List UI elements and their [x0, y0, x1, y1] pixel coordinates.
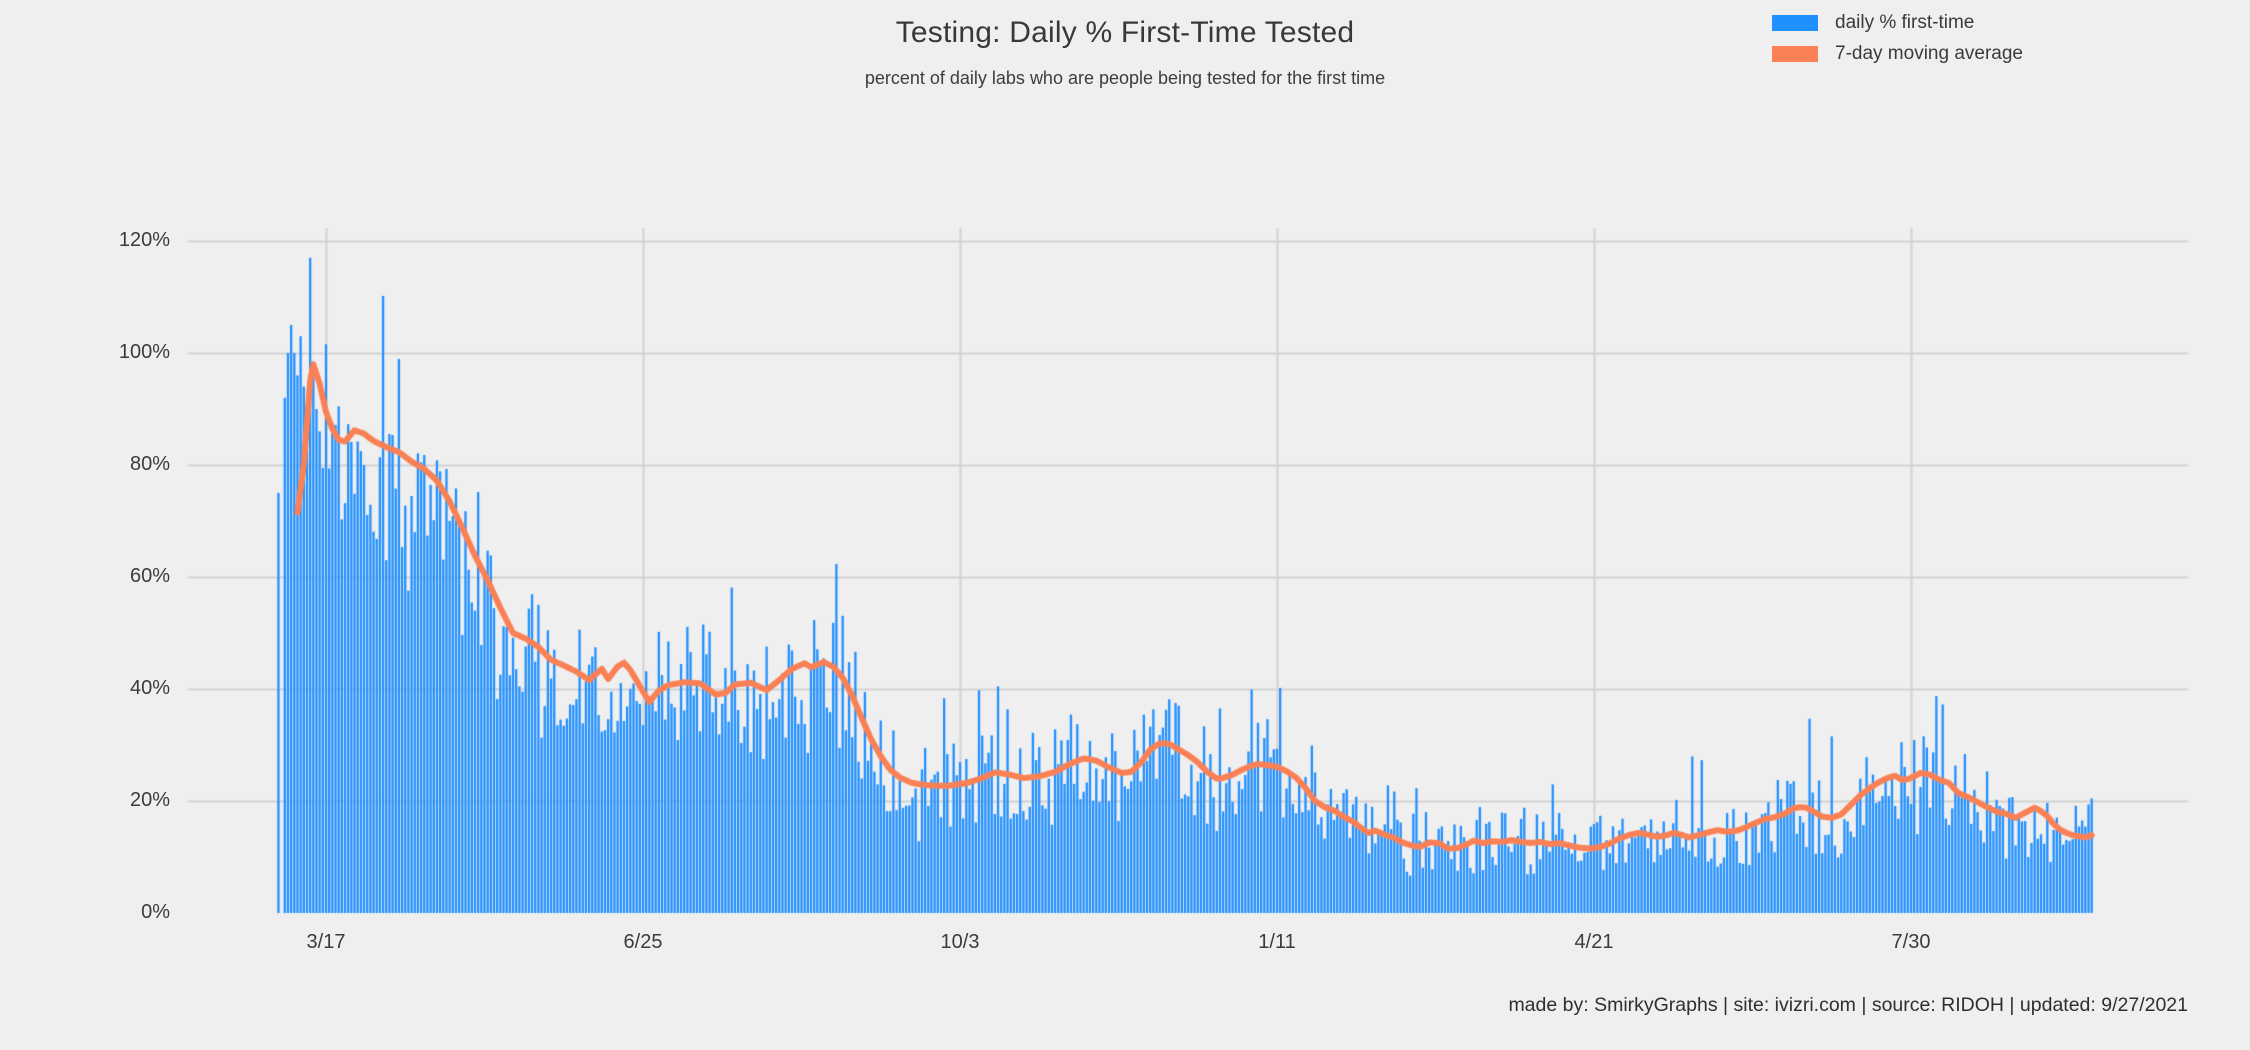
legend: daily % first-time 7-day moving average [1772, 12, 2023, 75]
page-subtitle: percent of daily labs who are people bei… [864, 68, 1386, 88]
y-tick-label: 100% [118, 341, 170, 363]
y-tick-label: 0% [141, 901, 170, 923]
legend-swatch-ma [1772, 46, 1818, 62]
x-tick-label: 3/17 [306, 931, 346, 953]
x-tick-label: 10/3 [940, 931, 980, 953]
y-tick-label: 120% [118, 229, 170, 251]
x-tick-label: 1/11 [1258, 931, 1296, 953]
y-tick-label: 60% [129, 565, 170, 587]
y-tick-label: 80% [129, 453, 170, 475]
y-tick-label: 40% [129, 677, 170, 699]
x-tick-label: 7/30 [1891, 931, 1931, 953]
x-tick-label: 4/21 [1574, 931, 1614, 953]
legend-label-daily: daily % first-time [1835, 12, 1975, 33]
legend-swatch-daily [1772, 15, 1818, 31]
legend-item-ma: 7-day moving average [1772, 43, 2023, 64]
page-title: Testing: Daily % First-Time Tested [895, 16, 1355, 49]
legend-item-daily: daily % first-time [1772, 12, 2023, 33]
y-tick-label: 20% [129, 789, 170, 811]
credit-line: made by: SmirkyGraphs | site: ivizri.com… [1508, 994, 2188, 1016]
x-tick-label: 6/25 [623, 931, 663, 953]
legend-label-ma: 7-day moving average [1835, 43, 2023, 64]
